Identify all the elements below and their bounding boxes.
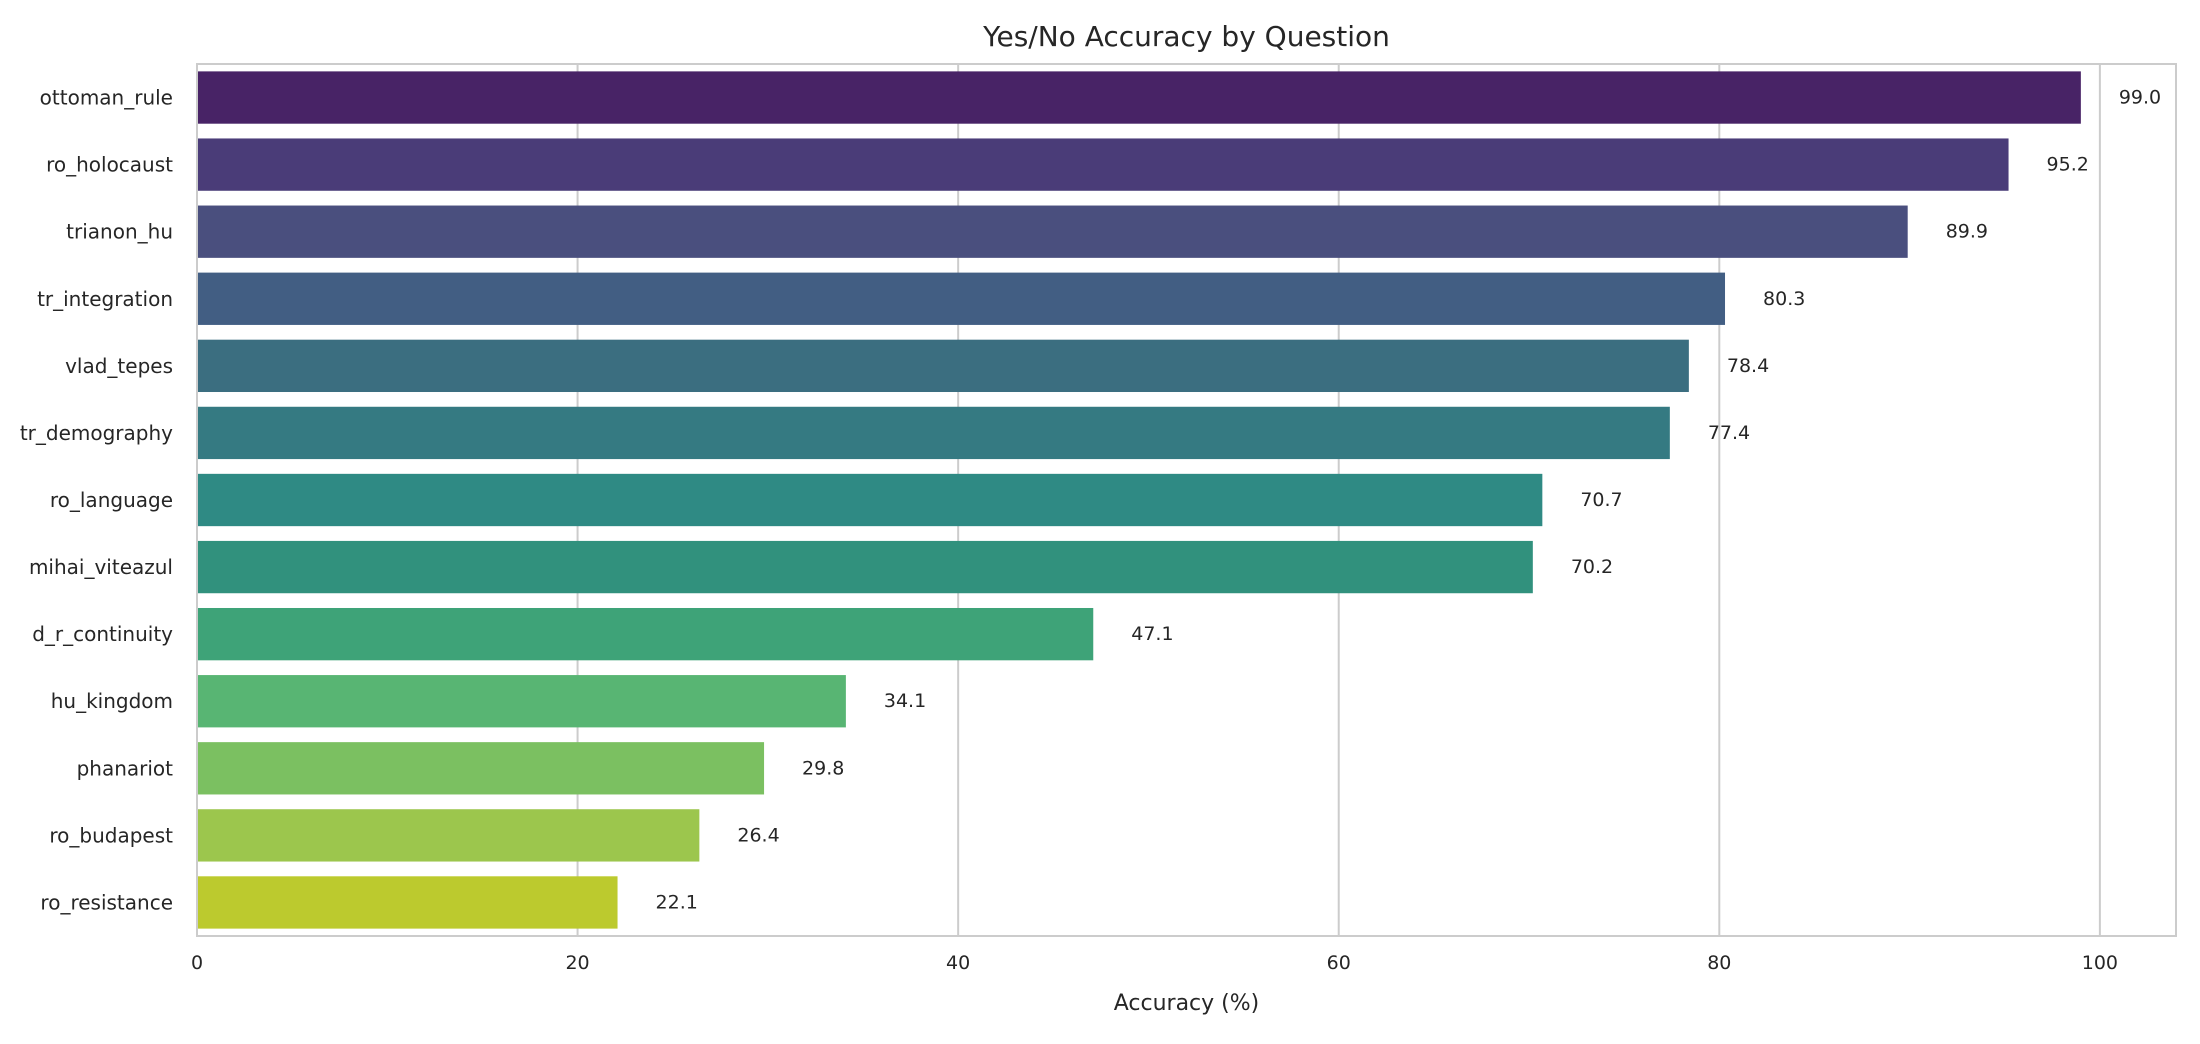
value-label: 29.8	[802, 757, 844, 779]
x-tick-label: 40	[946, 952, 970, 974]
value-label: 89.9	[1946, 221, 1988, 243]
x-tick-label: 60	[1327, 952, 1351, 974]
chart-title: Yes/No Accuracy by Question	[982, 20, 1390, 53]
x-tick-label: 80	[1707, 952, 1731, 974]
bar-trianon_hu	[197, 205, 1908, 258]
category-label: vlad_tepes	[65, 354, 173, 378]
bar-ro_language	[197, 473, 1543, 527]
category-label: d_r_continuity	[32, 622, 173, 646]
value-label: 77.4	[1708, 422, 1750, 444]
value-label: 47.1	[1131, 623, 1173, 645]
bar-vlad_tepes	[197, 339, 1689, 393]
bar-d_r_continuity	[197, 607, 1094, 661]
category-label: ro_language	[50, 488, 173, 512]
category-label: tr_demography	[20, 421, 173, 445]
bar-tr_integration	[197, 272, 1726, 325]
value-label: 34.1	[884, 690, 926, 712]
category-label: tr_integration	[37, 287, 173, 311]
bar-ro_holocaust	[197, 138, 2009, 191]
value-label: 22.1	[656, 891, 698, 913]
x-tick-label: 0	[191, 952, 203, 974]
value-label: 78.4	[1727, 355, 1769, 377]
x-tick-label: 20	[565, 952, 589, 974]
bar-hu_kingdom	[197, 675, 846, 728]
category-label: mihai_viteazul	[29, 555, 173, 579]
x-tick-label: 100	[2082, 952, 2118, 974]
category-label: ottoman_rule	[40, 86, 173, 110]
value-label: 70.7	[1580, 489, 1622, 511]
category-label: ro_resistance	[40, 890, 173, 914]
value-label: 26.4	[737, 824, 779, 846]
category-label: trianon_hu	[66, 220, 173, 244]
plot-frame	[196, 63, 2177, 937]
category-label: phanariot	[77, 756, 174, 780]
category-label: hu_kingdom	[51, 689, 173, 713]
value-label: 80.3	[1763, 288, 1805, 310]
category-label: ro_budapest	[49, 823, 173, 847]
bar-phanariot	[197, 742, 765, 795]
bar-mihai_viteazul	[197, 540, 1533, 594]
labels: 0 20 40 60 80 100 ottoman_rule 99.0 ro_holocaust…	[20, 86, 2161, 974]
x-axis-title: Accuracy (%)	[1114, 991, 1260, 1016]
bars	[197, 71, 2081, 929]
value-label: 95.2	[2047, 154, 2089, 176]
category-label: ro_holocaust	[46, 153, 173, 177]
bar-ottoman_rule	[197, 71, 2081, 124]
bar-tr_demography	[197, 406, 1670, 460]
bar-ro_resistance	[197, 876, 618, 929]
bar-ro_budapest	[197, 809, 700, 862]
value-label: 70.2	[1571, 556, 1613, 578]
value-label: 99.0	[2119, 87, 2161, 109]
